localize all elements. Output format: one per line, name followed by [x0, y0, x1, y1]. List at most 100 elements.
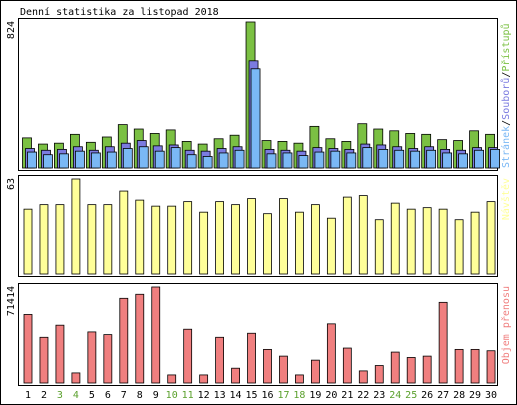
bar-pages-day-28: [458, 153, 469, 169]
bar-visits-day-23: [374, 219, 384, 275]
bar-pages-day-14: [234, 149, 245, 169]
bar-volume-day-15: [247, 332, 256, 384]
bar-visits-day-11: [183, 201, 193, 275]
bar-visits-day-21: [342, 196, 352, 275]
legend-volume: Objem přenosu: [500, 286, 512, 364]
bar-pages-day-10: [170, 147, 181, 169]
bar-volume-day-21: [342, 347, 352, 384]
bar-pages-day-3: [59, 153, 69, 169]
x-tick-label-18: 18: [293, 390, 305, 401]
bar-volume-day-28: [454, 348, 464, 384]
bar-visits-day-8: [135, 199, 145, 275]
x-tick-label-14: 14: [230, 390, 242, 401]
bar-pages-day-2: [43, 154, 53, 169]
bar-volume-day-18: [295, 374, 304, 384]
bar-volume-day-22: [358, 370, 368, 384]
bar-volume-day-20: [326, 323, 336, 384]
x-tick-label-5: 5: [89, 390, 95, 401]
x-tick-label-8: 8: [137, 390, 143, 401]
bar-volume-day-3: [55, 324, 65, 384]
bar-volume-day-7: [119, 297, 129, 384]
x-tick-label-3: 3: [57, 390, 63, 401]
x-tick-label-12: 12: [198, 390, 210, 401]
bar-pages-day-22: [362, 147, 373, 169]
bar-visits-day-30: [486, 201, 496, 275]
bar-visits-day-25: [406, 208, 416, 275]
bar-visits-day-10: [167, 205, 177, 275]
bar-pages-day-29: [474, 149, 484, 169]
bar-visits-day-3: [55, 204, 65, 275]
x-tick-label-13: 13: [214, 390, 226, 401]
bar-volume-day-9: [151, 286, 161, 384]
bar-visits-day-1: [23, 208, 33, 275]
bar-pages-day-16: [266, 153, 277, 169]
x-tick-label-17: 17: [277, 390, 289, 401]
bar-pages-day-23: [378, 148, 389, 169]
y-max-label-volume: 71414: [6, 286, 17, 316]
bar-volume-day-16: [263, 348, 272, 384]
bar-volume-day-27: [438, 301, 448, 384]
bar-visits-day-6: [103, 204, 113, 275]
bar-pages-day-6: [106, 151, 117, 169]
bar-volume-day-23: [374, 365, 384, 384]
bar-volume-day-25: [406, 357, 416, 384]
x-tick-label-22: 22: [357, 390, 369, 401]
x-tick-label-2: 2: [41, 390, 47, 401]
bar-visits-day-13: [215, 201, 225, 275]
bar-volume-day-30: [486, 350, 496, 384]
panel-frame-visits: [18, 175, 498, 277]
bar-pages-day-15: [250, 68, 261, 169]
x-tick-label-6: 6: [105, 390, 111, 401]
bar-visits-day-28: [454, 219, 464, 275]
bar-visits-day-22: [358, 195, 368, 275]
legend-item-1: Souborů: [500, 78, 512, 120]
bar-visits-day-27: [438, 208, 448, 275]
x-tick-label-21: 21: [341, 390, 353, 401]
x-tick-label-20: 20: [325, 390, 337, 401]
bar-visits-day-14: [231, 204, 240, 275]
bar-visits-day-4: [71, 178, 81, 275]
x-tick-label-26: 26: [421, 390, 433, 401]
x-tick-label-16: 16: [261, 390, 273, 401]
bar-visits-day-24: [390, 202, 400, 275]
legend-separator: /: [501, 120, 512, 126]
bar-pages-day-9: [154, 150, 165, 169]
x-tick-label-25: 25: [405, 390, 417, 401]
bar-visits-day-2: [39, 204, 49, 275]
x-tick-label-10: 10: [166, 390, 178, 401]
chart-title: Denní statistika za listopad 2018: [20, 6, 219, 18]
legend-item-2: Přístupů: [500, 23, 512, 71]
legend-visits: Návštěv: [500, 178, 512, 220]
bar-pages-day-19: [314, 151, 325, 169]
bar-pages-day-11: [186, 154, 197, 169]
bar-pages-day-5: [90, 152, 101, 169]
bar-visits-day-5: [87, 204, 97, 275]
bar-visits-day-26: [422, 207, 432, 275]
bar-volume-day-19: [310, 359, 320, 384]
bar-volume-day-1: [23, 314, 33, 384]
x-tick-label-28: 28: [453, 390, 465, 401]
bar-volume-day-2: [39, 336, 49, 384]
bar-visits-day-29: [470, 211, 480, 275]
bar-pages-day-12: [202, 156, 213, 169]
x-tick-label-30: 30: [485, 390, 497, 401]
bar-pages-day-30: [490, 148, 500, 169]
bar-volume-day-13: [215, 336, 225, 384]
x-tick-label-15: 15: [246, 390, 258, 401]
bar-pages-day-27: [442, 152, 453, 169]
bar-visits-day-12: [199, 211, 209, 275]
bar-pages-day-8: [138, 146, 149, 169]
bar-volume-day-11: [183, 328, 193, 384]
x-tick-label-23: 23: [373, 390, 385, 401]
bar-pages-day-1: [27, 151, 37, 169]
x-tick-label-7: 7: [121, 390, 127, 401]
bar-visits-day-19: [310, 204, 320, 275]
bar-volume-day-17: [279, 355, 288, 384]
bar-volume-day-8: [135, 293, 145, 384]
bar-volume-day-29: [470, 348, 480, 384]
bar-volume-day-26: [422, 355, 432, 384]
bar-volume-day-14: [231, 367, 240, 384]
bar-visits-day-20: [326, 217, 336, 275]
bar-pages-day-25: [410, 150, 421, 169]
